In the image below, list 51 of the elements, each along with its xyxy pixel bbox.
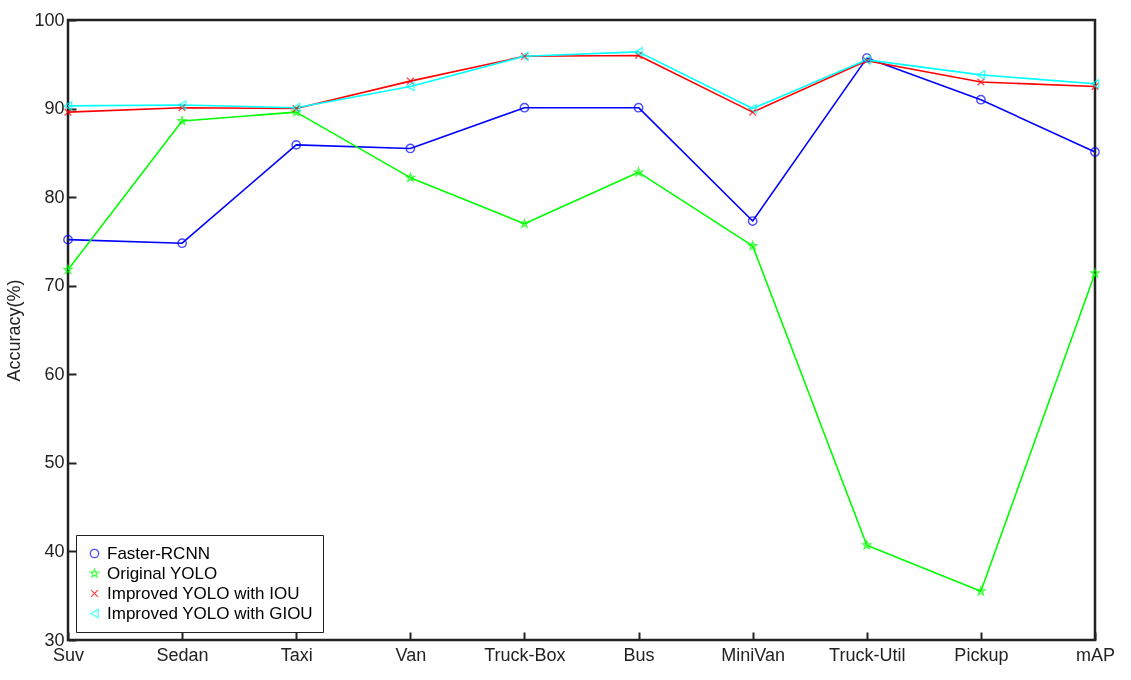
point xyxy=(1090,78,1100,89)
legend-label: Original YOLO xyxy=(107,563,218,583)
point xyxy=(1090,268,1100,278)
point xyxy=(634,47,643,57)
x-tick-label: Bus xyxy=(623,644,655,665)
point xyxy=(976,94,986,105)
y-tick-label: 60 xyxy=(44,363,65,384)
point xyxy=(633,167,644,177)
point xyxy=(291,140,302,150)
x-tick-label: Van xyxy=(395,644,427,665)
y-tick-label: 70 xyxy=(44,275,65,296)
point xyxy=(405,143,416,154)
point xyxy=(976,586,986,596)
x-tick-label: mAP xyxy=(1075,644,1116,665)
point xyxy=(747,216,758,226)
point xyxy=(862,540,872,550)
point xyxy=(63,101,73,111)
y-axis-title: Accuracy(%) xyxy=(4,279,25,382)
y-tick-label: 80 xyxy=(44,186,65,207)
point xyxy=(63,108,73,117)
point xyxy=(748,108,757,117)
point xyxy=(976,70,986,80)
point xyxy=(634,51,643,60)
y-tick-label: 90 xyxy=(44,98,65,119)
point xyxy=(519,218,530,228)
point xyxy=(633,102,644,113)
point xyxy=(748,103,757,114)
point xyxy=(177,116,187,126)
point xyxy=(63,234,73,245)
x-tick-label: Sedan xyxy=(156,644,209,665)
point xyxy=(177,238,187,249)
point xyxy=(1090,147,1100,157)
point xyxy=(976,77,985,87)
point xyxy=(519,102,530,113)
x-tick-label: Truck-Box xyxy=(484,644,566,665)
y-tick-label: 50 xyxy=(44,452,65,473)
point xyxy=(63,264,73,274)
x-tick-label: Taxi xyxy=(280,644,313,665)
point xyxy=(747,240,758,250)
legend-label: Faster-RCNN xyxy=(107,543,210,563)
legend-label: Improved YOLO with IOU xyxy=(107,583,300,603)
y-tick-label: 100 xyxy=(34,9,65,30)
point xyxy=(405,172,416,182)
point xyxy=(406,77,415,86)
x-tick-label: Truck-Util xyxy=(829,644,906,665)
x-tick-label: Pickup xyxy=(954,644,1009,665)
point xyxy=(1090,82,1100,91)
legend-label: Improved YOLO with GIOU xyxy=(107,603,313,623)
point xyxy=(406,81,415,92)
x-tick-label: MiniVan xyxy=(721,644,786,665)
y-tick-label: 40 xyxy=(44,540,65,561)
